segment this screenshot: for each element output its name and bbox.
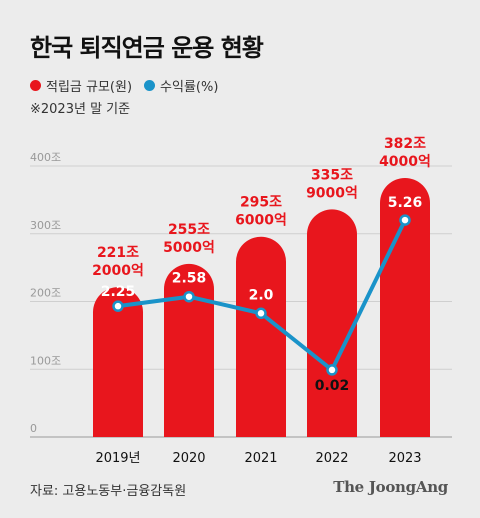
y-tick-label: 300조 [30,219,61,232]
return-point [112,300,124,312]
return-point [399,214,411,226]
y-tick-label: 100조 [30,354,61,367]
bar-value-label: 255조 [168,222,210,238]
legend-label-amount: 적립금 규모(원) [46,80,133,95]
legend-label-return: 수익률(%) [160,80,219,95]
x-tick-label: 2019년 [95,451,140,466]
y-tick-label: 200조 [30,287,61,300]
return-value-label: 0.02 [315,378,350,394]
legend-item-amount: 적립금 규모(원) [30,76,132,95]
brand-logo: The JoongAng [333,478,448,496]
y-tick-label: 0 [30,422,37,435]
return-value-label: 2.0 [249,287,274,303]
bar-value-label: 295조 [240,195,282,211]
bar-value-label: 6000억 [235,213,287,229]
y-tick-label: 400조 [30,151,61,164]
date-note: ※2023년 말 기준 [30,102,131,117]
x-tick-label: 2020 [172,451,205,466]
bar [93,287,143,437]
bar [236,236,286,437]
bar-value-label: 4000억 [379,154,431,170]
return-point [255,307,267,320]
bar-value-label: 335조 [311,167,353,183]
x-tick-label: 2023 [388,451,421,466]
return-point [326,364,338,376]
source-note: 자료: 고용노동부·금융감독원 [30,484,187,499]
bar-value-label: 2000억 [92,263,144,279]
bar-value-label: 382조 [384,136,426,152]
bar-value-label: 9000억 [306,185,358,201]
legend-item-return: 수익률(%) [144,76,218,95]
legend: 적립금 규모(원) 수익률(%) [30,76,230,95]
bar [307,209,357,437]
bar-value-label: 221조 [97,245,139,261]
legend-red-dot-icon [30,80,41,91]
return-value-label: 2.25 [101,284,136,300]
return-value-label: 5.26 [388,195,423,211]
chart-title: 한국 퇴직연금 운용 현황 [30,34,264,62]
x-tick-label: 2021 [244,451,277,466]
legend-blue-dot-icon [144,80,156,91]
x-tick-label: 2022 [315,451,348,466]
return-point [183,290,195,303]
bar [164,263,214,437]
return-value-label: 2.58 [172,271,207,287]
bar-value-label: 5000억 [163,240,215,256]
